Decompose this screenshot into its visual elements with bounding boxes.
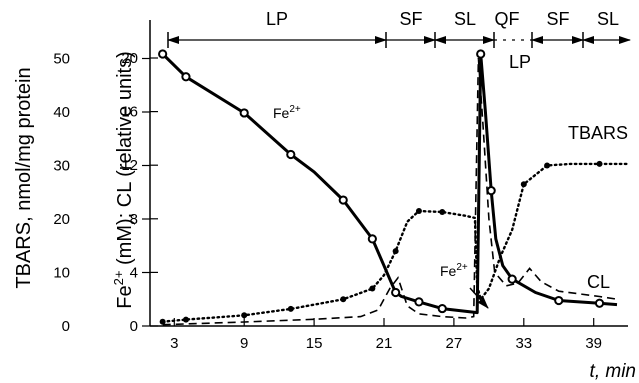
x-axis-label: t, min	[590, 361, 636, 382]
data-point	[439, 209, 446, 216]
data-point	[340, 296, 347, 303]
annotation-arrow	[469, 287, 489, 309]
y-outer-tick-label: 10	[53, 265, 70, 282]
x-tick-label: 27	[446, 335, 463, 352]
annotation-fe-bottom: Fe2+	[440, 262, 468, 279]
x-tick-label: 39	[585, 335, 602, 352]
y-outer-tick-label: 0	[62, 318, 70, 335]
y-inner-tick-label: 8	[130, 211, 138, 228]
data-point	[596, 160, 603, 167]
data-point	[159, 318, 166, 325]
data-point	[486, 186, 496, 196]
data-point	[239, 108, 249, 118]
data-point	[392, 248, 399, 255]
phase-label: LP	[266, 9, 288, 29]
data-point	[369, 285, 376, 292]
y-inner-tick-label: 16	[121, 104, 138, 121]
x-tick-label: 9	[240, 335, 248, 352]
phase-bar: LP SF SL QF SF SL LP	[167, 9, 631, 72]
data-point	[181, 72, 191, 82]
data-point	[554, 295, 564, 306]
data-point	[594, 298, 605, 308]
y-inner-tick-label: 12	[121, 157, 138, 174]
phase-label: QF	[495, 9, 520, 29]
annotation-cl: CL	[587, 272, 610, 292]
annotation-tbars: TBARS	[568, 123, 628, 143]
y-outer-tick-label: 20	[53, 211, 70, 228]
data-point	[476, 49, 486, 59]
x-tick-label: 33	[515, 335, 532, 352]
data-point	[414, 297, 424, 307]
data-point	[507, 274, 517, 284]
series-layer	[158, 49, 630, 326]
y-outer-axis-label: TBARS, nmol/mg protein	[13, 67, 35, 288]
data-point	[287, 305, 294, 312]
y-outer-tick-label: 40	[53, 104, 70, 121]
data-point	[437, 303, 447, 314]
phase-label: SL	[454, 9, 476, 29]
series-line-fe2-	[161, 52, 618, 315]
data-point	[544, 162, 551, 169]
y-outer-tick-label: 30	[53, 158, 70, 175]
phase-label-lp2: LP	[509, 52, 531, 72]
x-tick-label: 15	[306, 335, 323, 352]
phase-label: SF	[546, 9, 569, 29]
annotation-fe-top: Fe2+	[273, 104, 301, 121]
series-line-cl	[162, 57, 618, 326]
y-inner-ticks: 0 4 8 12 16 20	[121, 50, 158, 335]
data-point	[520, 181, 527, 188]
series-line-tbars	[161, 162, 630, 323]
y-inner-tick-label: 4	[130, 264, 138, 281]
x-tick-label: 21	[376, 335, 393, 352]
phase-label: SL	[597, 9, 619, 29]
x-ticks: 3 9 15 21 27 33 39	[170, 318, 602, 352]
y-inner-tick-label: 0	[130, 318, 138, 335]
y-inner-tick-label: 20	[121, 50, 138, 67]
y-inner-axis-label: Fe2+ (mM); CL (relative units)	[111, 51, 136, 308]
y-outer-tick-label: 50	[53, 51, 70, 68]
data-point	[241, 312, 248, 319]
data-point	[286, 149, 296, 160]
x-tick-label: 3	[170, 335, 178, 352]
data-point	[182, 316, 189, 323]
phase-label: SF	[399, 9, 422, 29]
data-point	[391, 287, 401, 298]
data-point	[415, 207, 422, 214]
data-point	[338, 195, 348, 205]
data-point	[158, 49, 168, 59]
data-point	[367, 234, 377, 244]
